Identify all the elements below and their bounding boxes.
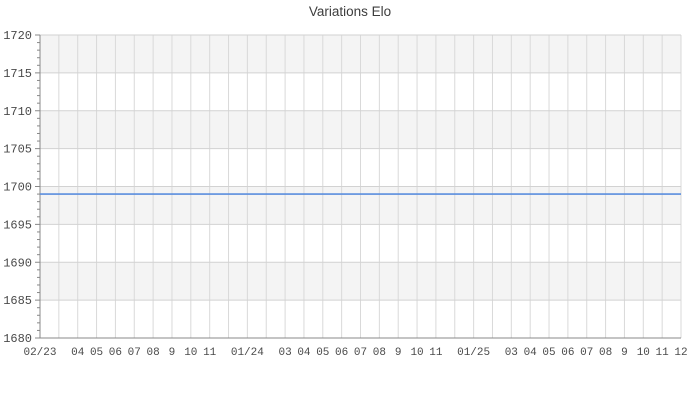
svg-text:01/24: 01/24 bbox=[231, 347, 264, 359]
svg-text:07: 07 bbox=[354, 347, 367, 359]
svg-text:9: 9 bbox=[169, 347, 176, 359]
svg-text:1695: 1695 bbox=[3, 218, 32, 232]
svg-text:07: 07 bbox=[128, 347, 141, 359]
svg-text:11: 11 bbox=[656, 347, 670, 359]
svg-text:07: 07 bbox=[580, 347, 593, 359]
svg-text:9: 9 bbox=[395, 347, 402, 359]
svg-text:10: 10 bbox=[410, 347, 423, 359]
svg-text:08: 08 bbox=[373, 347, 386, 359]
svg-text:11: 11 bbox=[203, 347, 217, 359]
svg-text:10: 10 bbox=[637, 347, 650, 359]
svg-text:10: 10 bbox=[184, 347, 197, 359]
svg-text:04: 04 bbox=[71, 347, 85, 359]
svg-text:9: 9 bbox=[621, 347, 628, 359]
svg-text:1680: 1680 bbox=[3, 332, 32, 346]
svg-text:1710: 1710 bbox=[3, 105, 32, 119]
svg-text:1700: 1700 bbox=[3, 181, 32, 195]
svg-text:05: 05 bbox=[316, 347, 329, 359]
svg-text:04: 04 bbox=[297, 347, 311, 359]
svg-text:02/23: 02/23 bbox=[23, 347, 56, 359]
svg-text:1705: 1705 bbox=[3, 143, 32, 157]
svg-text:03: 03 bbox=[505, 347, 518, 359]
svg-text:03: 03 bbox=[278, 347, 291, 359]
svg-text:1685: 1685 bbox=[3, 294, 32, 308]
svg-text:1690: 1690 bbox=[3, 256, 32, 270]
svg-text:06: 06 bbox=[335, 347, 348, 359]
svg-text:12: 12 bbox=[674, 347, 687, 359]
svg-text:1720: 1720 bbox=[3, 29, 32, 43]
svg-text:05: 05 bbox=[90, 347, 103, 359]
svg-text:1715: 1715 bbox=[3, 67, 32, 81]
svg-text:11: 11 bbox=[429, 347, 443, 359]
svg-text:08: 08 bbox=[147, 347, 160, 359]
svg-text:01/25: 01/25 bbox=[457, 347, 490, 359]
svg-text:06: 06 bbox=[561, 347, 574, 359]
svg-text:06: 06 bbox=[109, 347, 122, 359]
svg-text:04: 04 bbox=[524, 347, 538, 359]
svg-text:08: 08 bbox=[599, 347, 612, 359]
svg-text:05: 05 bbox=[542, 347, 555, 359]
